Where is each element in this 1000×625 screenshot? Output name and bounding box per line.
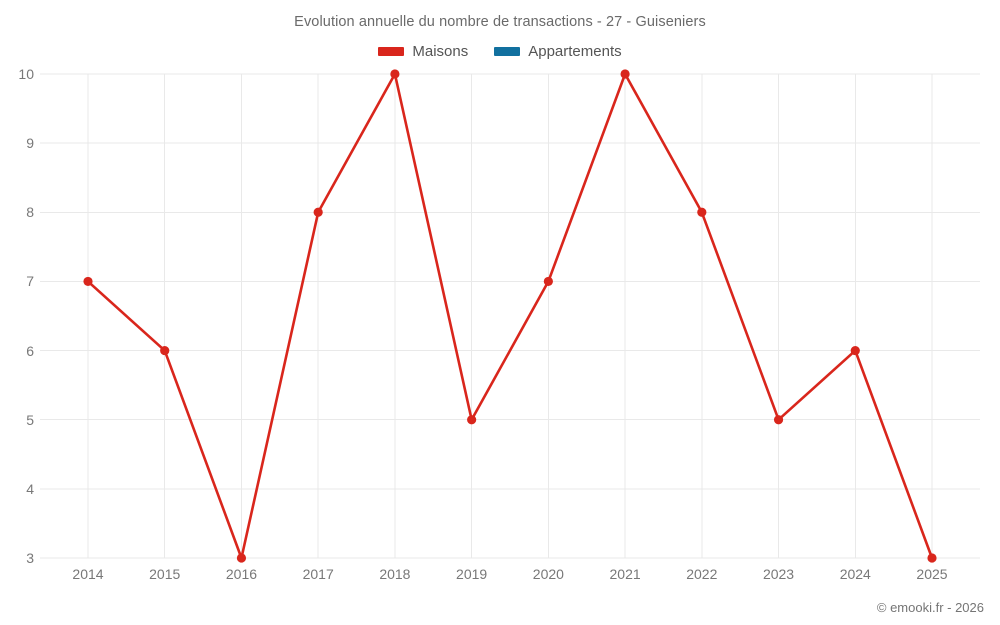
plot-area: Maisons 2014: 7 Maisons 2015: 6 Maisons 20… — [40, 69, 980, 563]
gridlines-horizontal — [40, 73, 980, 559]
y-axis-tick-label: 8 — [26, 204, 34, 221]
data-point-marker[interactable]: Maisons 2016: 3 — [236, 553, 247, 563]
x-axis-tick-label: 2015 — [149, 566, 181, 582]
x-axis-tick-label: 2016 — [225, 566, 258, 582]
x-axis-tick-label: 2019 — [456, 566, 488, 582]
y-axis-tick-label: 10 — [18, 66, 34, 82]
x-axis-tick-label: 2021 — [609, 566, 641, 582]
chart-legend: Maisons Appartements — [0, 43, 1000, 60]
y-axis-tick-label: 6 — [26, 342, 34, 359]
data-point-marker[interactable]: Maisons 2022: 8 — [697, 207, 707, 217]
x-axis-tick-label: 2024 — [839, 566, 871, 582]
data-point-marker[interactable]: Maisons 2019: 5 — [467, 415, 477, 425]
page-title: Evolution annuelle du nombre de transact… — [294, 14, 706, 30]
legend-item-label: Maisons — [412, 43, 469, 60]
y-axis-tick-label: 9 — [26, 135, 34, 152]
chart-svg: Maisons 2014: 7 Maisons 2015: 6 Maisons 20… — [40, 69, 980, 563]
series-lines — [86, 72, 934, 560]
gridlines-vertical — [87, 74, 933, 558]
x-axis-tick-label: 2023 — [762, 566, 795, 582]
y-axis-tick-label: 3 — [26, 550, 34, 566]
y-axis-tick-label: 4 — [26, 480, 34, 497]
data-point-marker[interactable]: Maisons 2020: 7 — [543, 276, 553, 287]
x-axis-labels: 2014 2015 2016 2017 2018 2019 2020 2021 2022 2023… — [40, 566, 980, 588]
data-point-marker[interactable]: Maisons 2014: 7 — [83, 276, 93, 287]
x-axis-tick-label: 2025 — [916, 566, 948, 582]
legend-item-appartements[interactable]: Appartements — [494, 43, 622, 60]
data-point-marker[interactable]: Maisons 2018: 10 — [390, 69, 400, 79]
legend-item-label: Appartements — [528, 43, 622, 60]
y-axis-tick-label: 7 — [26, 273, 34, 290]
data-point-marker[interactable]: Maisons 2017: 8 — [313, 207, 323, 217]
x-axis-tick-label: 2022 — [686, 566, 718, 582]
data-point-marker[interactable]: Maisons 2024: 6 — [850, 345, 860, 356]
y-axis-labels: 3 4 5 6 7 8 9 10 — [0, 66, 34, 566]
legend-swatch-icon — [378, 47, 405, 56]
x-axis-tick-label: 2020 — [532, 566, 564, 582]
x-axis-tick-label: 2017 — [302, 566, 334, 582]
series-markers: Maisons 2014: 7 Maisons 2015: 6 Maisons 20… — [83, 69, 937, 563]
copyright-credit: © emooki.fr - 2026 — [876, 600, 984, 615]
data-point-marker[interactable]: Maisons 2021: 10 — [620, 69, 630, 79]
data-point-marker[interactable]: Maisons 2025: 3 — [927, 553, 937, 563]
y-axis-tick-label: 5 — [26, 411, 34, 428]
x-axis-tick-label: 2014 — [72, 566, 104, 582]
x-axis-tick-label: 2018 — [379, 566, 411, 582]
data-point-marker[interactable]: Maisons 2015: 6 — [160, 345, 170, 356]
legend-item-maisons[interactable]: Maisons — [378, 43, 468, 60]
legend-swatch-icon — [494, 47, 521, 56]
data-point-marker[interactable]: Maisons 2023: 5 — [773, 415, 784, 425]
series-line-maisons — [86, 72, 934, 560]
